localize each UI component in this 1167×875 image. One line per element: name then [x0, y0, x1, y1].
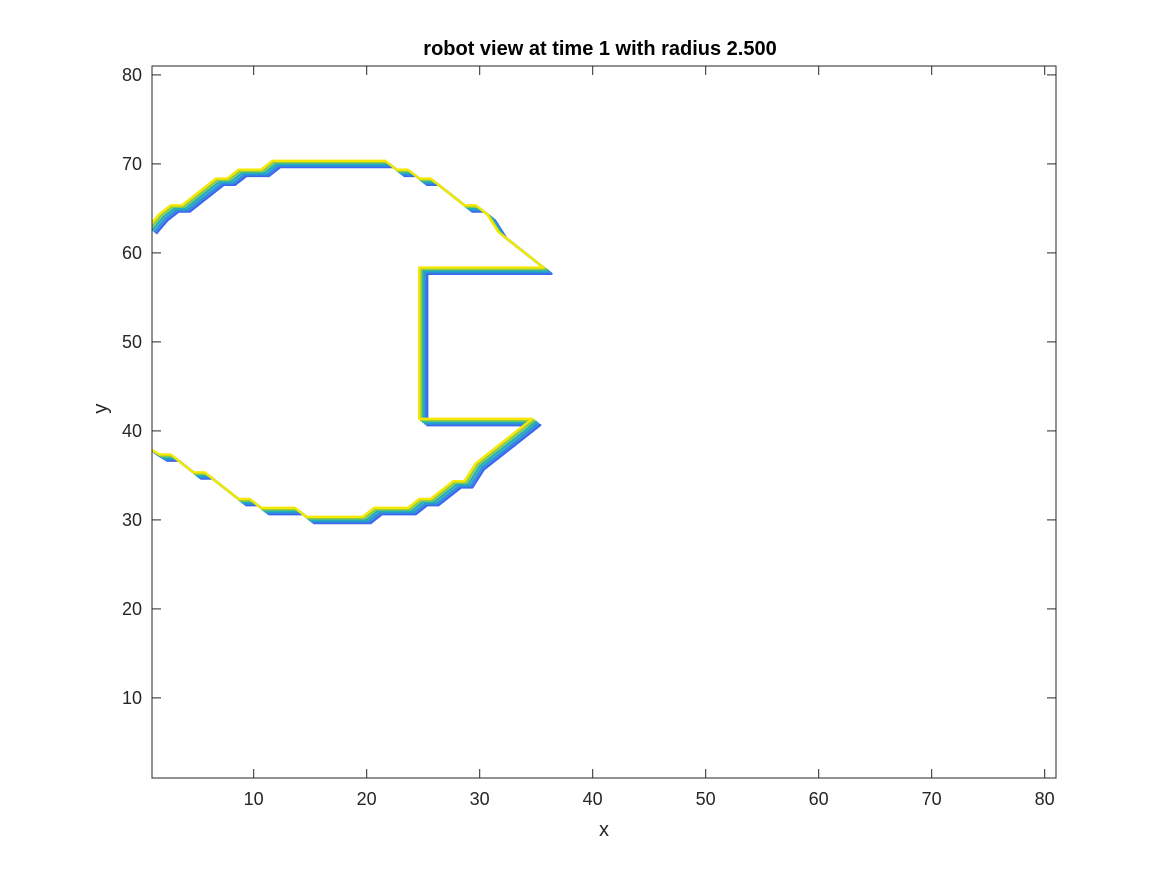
axis-ticks: 10 20 30 40 50 60 70 80 10 20 30 40 50 60 70 80 — [122, 65, 1056, 809]
y-tick-label: 50 — [122, 332, 142, 352]
x-tick-label: 80 — [1035, 789, 1055, 809]
x-tick-label: 20 — [357, 789, 377, 809]
plot-area-lines — [152, 159, 553, 525]
y-axis-label: y — [90, 404, 112, 414]
x-tick-label: 40 — [583, 789, 603, 809]
y-tick-label: 40 — [122, 421, 142, 441]
y-tick-label: 20 — [122, 599, 142, 619]
y-tick-label: 10 — [122, 688, 142, 708]
axes-box — [151, 65, 1057, 779]
contour-line — [152, 161, 547, 520]
y-tick-label: 80 — [122, 65, 142, 85]
contour-line — [155, 165, 553, 525]
x-tick-label: 50 — [696, 789, 716, 809]
chart-title: robot view at time 1 with radius 2.500 — [423, 38, 776, 60]
contour-line — [152, 162, 549, 522]
x-tick-label: 10 — [244, 789, 264, 809]
contour-line — [153, 164, 551, 523]
x-tick-label: 60 — [809, 789, 829, 809]
x-axis-label: x — [599, 819, 609, 841]
y-tick-label: 60 — [122, 243, 142, 263]
y-tick-label: 30 — [122, 510, 142, 530]
x-tick-label: 30 — [470, 789, 490, 809]
y-tick-label: 70 — [122, 154, 142, 174]
x-tick-label: 70 — [922, 789, 942, 809]
contour-line — [152, 159, 545, 518]
